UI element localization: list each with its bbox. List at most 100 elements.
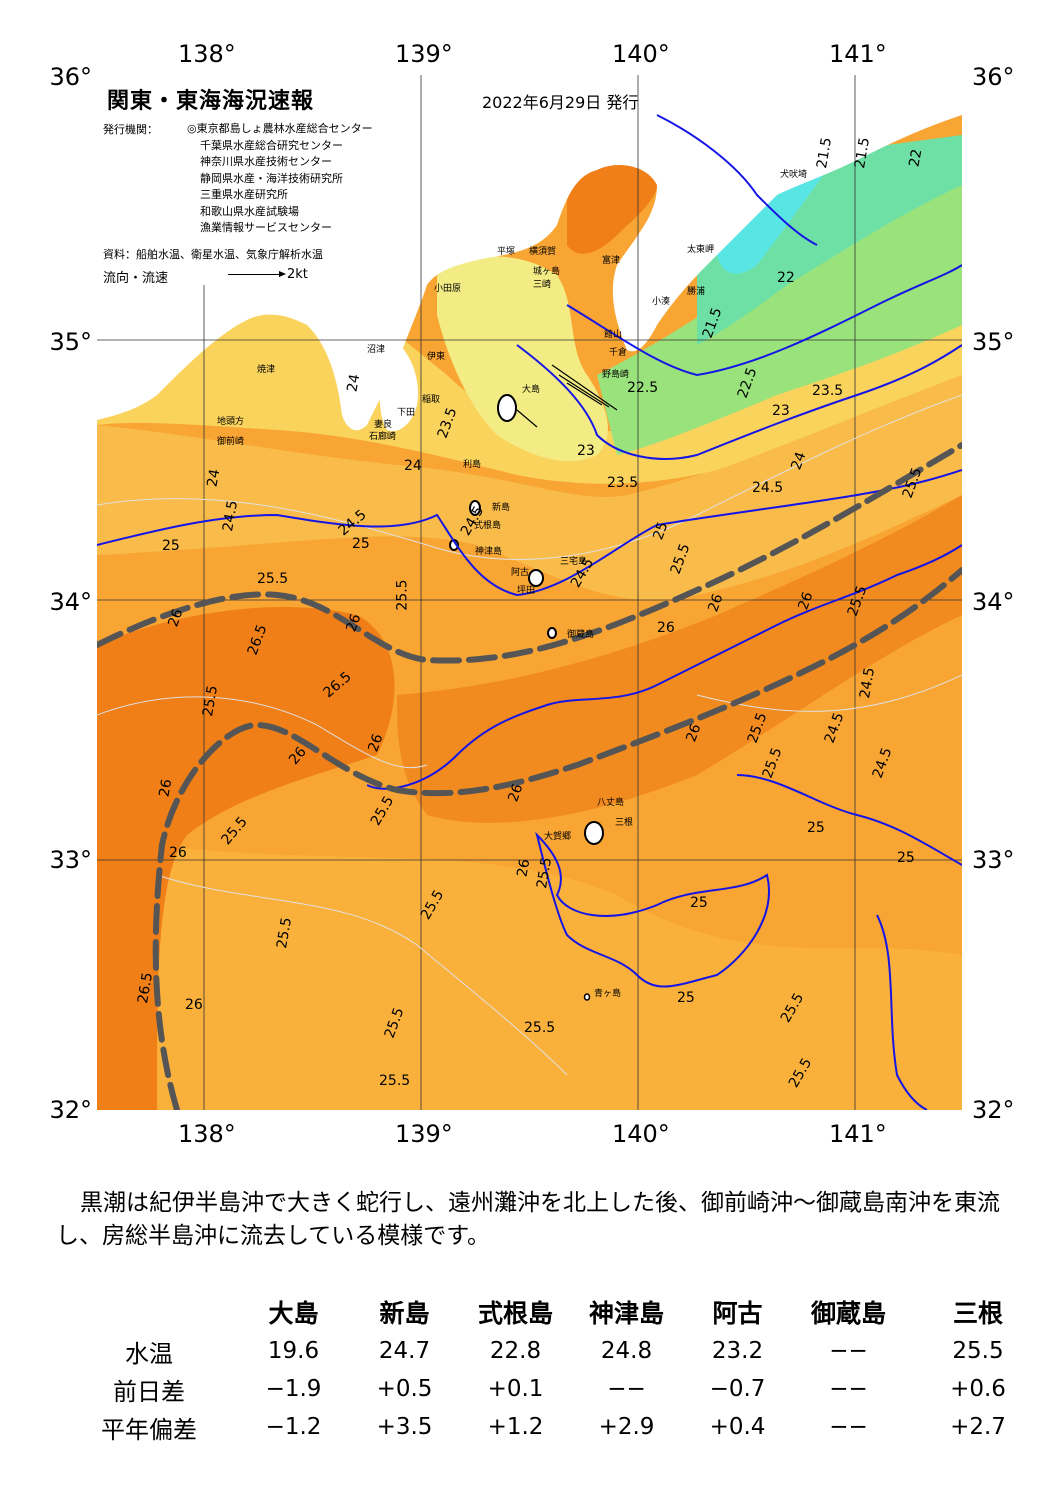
sea-south-band — [97, 835, 962, 1110]
column-header: 御蔵島 — [810, 1299, 886, 1328]
place-tsubota: 坪田 — [517, 586, 536, 596]
sea-tokyo-bay — [567, 161, 659, 254]
kuroshio-axis-main — [97, 442, 962, 664]
lon-label-top-140: 140° — [612, 40, 670, 68]
place-misaki: 三崎 — [533, 280, 552, 290]
issuer-item: 千葉県水産総合研究センター — [200, 138, 343, 152]
place-omaezaki: 御前崎 — [217, 437, 245, 447]
lat-label-right-32: 32° — [972, 1096, 1015, 1124]
column-header: 三根 — [952, 1299, 1003, 1328]
isotherm-label: 26 — [156, 777, 176, 799]
place-hachijojima: 八丈島 — [597, 798, 625, 808]
data-source: 資料：船舶水温、衛星水温、気象庁解析水温 — [103, 248, 323, 261]
sea-sagami-bay — [437, 256, 608, 462]
island-temperature-table: 大島 新島 式根島 神津島 阿古 御蔵島 三根 水温 19.6 24.7 22.… — [60, 1292, 1052, 1446]
lon-label-top-139: 139° — [395, 40, 453, 68]
land-aogashima — [583, 993, 591, 1001]
lon-label-bottom-140: 140° — [612, 1120, 670, 1148]
isotherm-label: 24.5 — [752, 480, 784, 496]
table-corner — [60, 1292, 238, 1332]
isotherm-label: 25 — [677, 990, 695, 1006]
sea-kuroshio-band — [397, 495, 962, 823]
place-inubozaki: 犬吠埼 — [780, 170, 808, 180]
isotherm-25-south — [736, 774, 962, 866]
row-header: 水温 — [125, 1339, 173, 1368]
isotherm-label: 24 — [204, 467, 224, 489]
isotherm-label: 26 — [514, 857, 534, 879]
table-cell: +0.4 — [709, 1414, 766, 1440]
isotherm-22 — [566, 264, 962, 377]
isotherm-label: 23 — [577, 443, 595, 459]
lat-label-left-35: 35° — [49, 328, 92, 356]
place-okago: 大賀郷 — [544, 832, 572, 842]
lat-label-right-36: 36° — [972, 63, 1015, 91]
place-yaizu: 焼津 — [257, 365, 276, 375]
place-mikurajima: 御蔵島 — [567, 630, 595, 640]
isotherm-label: 25 — [807, 820, 825, 836]
isotherm-label: 22.5 — [627, 380, 659, 396]
lat-label-right-33: 33° — [972, 846, 1015, 874]
table-cell: −0.7 — [709, 1376, 766, 1402]
lat-label-left-34: 34° — [49, 588, 92, 616]
lat-label-right-35: 35° — [972, 328, 1015, 356]
table-cell: 24.8 — [600, 1338, 653, 1364]
place-chikura: 千倉 — [609, 348, 628, 358]
place-oshima: 大島 — [522, 385, 541, 395]
place-aogashima: 青ヶ島 — [594, 989, 622, 999]
lat-label-left-32: 32° — [49, 1096, 92, 1124]
current-arrows — [516, 364, 618, 428]
isotherm-label: 25 — [690, 895, 708, 911]
place-kozushima: 神津島 — [475, 547, 503, 557]
flow-legend-arrow-icon — [228, 271, 286, 277]
table-cell: 24.7 — [378, 1338, 431, 1364]
land-miyakejima — [528, 569, 544, 587]
isotherm-label: 26 — [169, 845, 187, 861]
place-yokosuka: 横須賀 — [529, 247, 557, 257]
isotherm-label: 25.5 — [524, 1020, 556, 1036]
issuer-item: 三重県水産研究所 — [200, 188, 288, 201]
place-katsuura: 勝浦 — [687, 287, 706, 297]
place-jitokata: 地頭方 — [217, 417, 245, 427]
table-cell: −1.2 — [265, 1414, 322, 1440]
row-header: 前日差 — [113, 1377, 185, 1406]
table-cell: +0.6 — [950, 1376, 1006, 1402]
place-tateyama: 館山 — [604, 330, 623, 340]
kuroshio-axis-meander — [152, 567, 962, 1110]
lon-label-top-138: 138° — [178, 40, 236, 68]
place-hiratsuka: 平塚 — [497, 247, 516, 257]
table-cell: 25.5 — [952, 1338, 1004, 1364]
isotherm-25-eddy — [535, 831, 770, 988]
place-irozaki: 石廊崎 — [369, 432, 397, 442]
lon-label-top-141: 141° — [829, 40, 887, 68]
land-oshima — [497, 394, 517, 422]
issuer-item: 静岡県水産・海洋技術研究所 — [200, 171, 343, 185]
legend-background — [97, 75, 397, 285]
isotherm-25-east — [876, 914, 928, 1110]
lon-label-bottom-138: 138° — [178, 1120, 236, 1148]
row-header: 平年偏差 — [101, 1415, 197, 1444]
isotherm-23 — [516, 344, 962, 460]
table-cell: 19.6 — [267, 1338, 320, 1364]
lon-label-bottom-141: 141° — [829, 1120, 887, 1148]
sea-light-orange-band — [97, 375, 962, 601]
table-cell: +2.7 — [950, 1414, 1006, 1440]
isotherm-label: 23.5 — [607, 475, 639, 491]
place-numazu: 沼津 — [367, 345, 386, 355]
table-cell: −1.9 — [265, 1376, 322, 1402]
column-header: 式根島 — [477, 1299, 553, 1328]
place-odawara: 小田原 — [434, 284, 462, 294]
isotherm-label: 25 — [897, 850, 915, 866]
place-taitomisaki: 太東岬 — [687, 245, 715, 255]
isotherm-26 — [366, 544, 962, 790]
isotherm-label: 22 — [906, 147, 926, 169]
table-cell: +0.1 — [487, 1376, 544, 1402]
table-cell: −− — [829, 1414, 868, 1440]
table-cell: +1.2 — [487, 1414, 544, 1440]
table-header-row: 大島 新島 式根島 神津島 阿古 御蔵島 三根 — [60, 1292, 1052, 1332]
land-niijima — [469, 500, 481, 516]
column-header: 神津島 — [588, 1299, 664, 1328]
sea-boso-green — [597, 165, 962, 455]
issuer-item: 漁業情報サービスセンター — [200, 221, 332, 234]
table-cell: −− — [607, 1376, 646, 1402]
place-miyakejima: 三宅島 — [560, 557, 588, 567]
